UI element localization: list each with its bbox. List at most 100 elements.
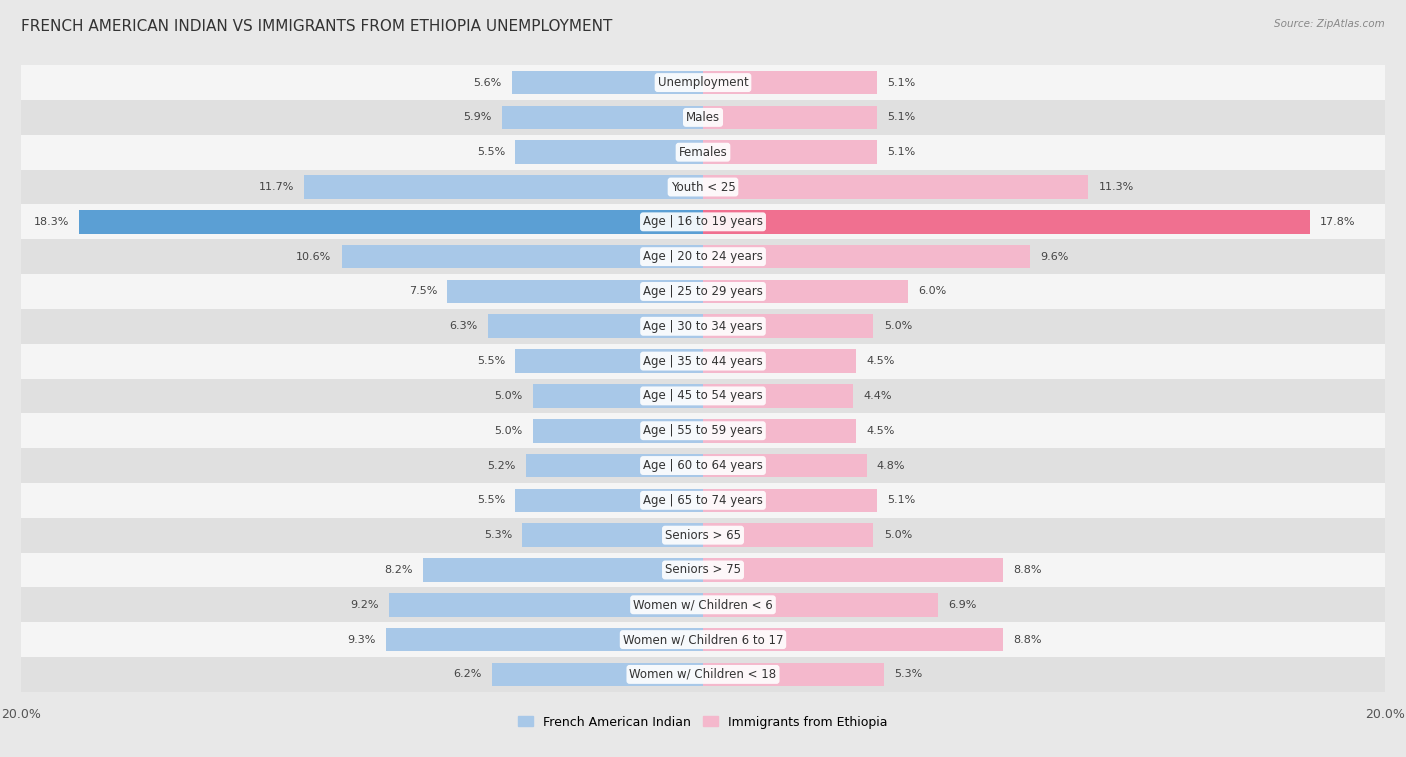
Bar — [304, 175, 703, 199]
Text: Age | 30 to 34 years: Age | 30 to 34 years — [643, 319, 763, 333]
Text: 5.1%: 5.1% — [887, 112, 915, 123]
Bar — [21, 553, 1385, 587]
Bar — [21, 518, 1385, 553]
Text: 18.3%: 18.3% — [34, 217, 69, 227]
Text: 5.0%: 5.0% — [884, 530, 912, 540]
Text: Age | 16 to 19 years: Age | 16 to 19 years — [643, 215, 763, 229]
Text: Age | 20 to 24 years: Age | 20 to 24 years — [643, 250, 763, 263]
Text: 6.9%: 6.9% — [949, 600, 977, 610]
Text: 6.3%: 6.3% — [450, 321, 478, 332]
Bar — [488, 314, 703, 338]
Bar — [21, 135, 1385, 170]
Bar — [79, 210, 703, 234]
Text: 5.3%: 5.3% — [894, 669, 922, 680]
Legend: French American Indian, Immigrants from Ethiopia: French American Indian, Immigrants from … — [513, 711, 893, 734]
Text: Age | 45 to 54 years: Age | 45 to 54 years — [643, 389, 763, 403]
Text: 6.0%: 6.0% — [918, 286, 946, 297]
Bar — [703, 140, 877, 164]
Bar — [21, 344, 1385, 378]
Bar — [21, 100, 1385, 135]
Bar — [703, 279, 908, 304]
Text: 17.8%: 17.8% — [1320, 217, 1355, 227]
Bar — [703, 210, 1310, 234]
Bar — [703, 419, 856, 443]
Text: 5.0%: 5.0% — [884, 321, 912, 332]
Text: 10.6%: 10.6% — [297, 251, 332, 262]
Text: 4.4%: 4.4% — [863, 391, 891, 401]
Bar — [703, 558, 1002, 582]
Text: 5.1%: 5.1% — [887, 147, 915, 157]
Text: 9.2%: 9.2% — [350, 600, 380, 610]
Bar — [21, 274, 1385, 309]
Text: Age | 65 to 74 years: Age | 65 to 74 years — [643, 494, 763, 507]
Text: Age | 35 to 44 years: Age | 35 to 44 years — [643, 354, 763, 368]
Text: Seniors > 75: Seniors > 75 — [665, 563, 741, 577]
Text: 5.5%: 5.5% — [477, 147, 505, 157]
Bar — [703, 523, 873, 547]
Bar — [21, 378, 1385, 413]
Text: 8.8%: 8.8% — [1014, 634, 1042, 645]
Bar — [533, 384, 703, 408]
Text: 9.6%: 9.6% — [1040, 251, 1069, 262]
Text: 11.3%: 11.3% — [1098, 182, 1133, 192]
Text: 5.5%: 5.5% — [477, 495, 505, 506]
Bar — [423, 558, 703, 582]
Text: 4.5%: 4.5% — [866, 425, 896, 436]
Bar — [703, 70, 877, 95]
Bar — [703, 384, 853, 408]
Text: 5.5%: 5.5% — [477, 356, 505, 366]
Text: 6.2%: 6.2% — [453, 669, 481, 680]
Bar — [533, 419, 703, 443]
Text: Seniors > 65: Seniors > 65 — [665, 528, 741, 542]
Text: 5.6%: 5.6% — [474, 77, 502, 88]
Text: 7.5%: 7.5% — [409, 286, 437, 297]
Bar — [703, 662, 884, 687]
Text: 5.1%: 5.1% — [887, 77, 915, 88]
Bar — [526, 453, 703, 478]
Text: 9.3%: 9.3% — [347, 634, 375, 645]
Text: 5.0%: 5.0% — [494, 391, 522, 401]
Bar — [21, 483, 1385, 518]
Text: 11.7%: 11.7% — [259, 182, 294, 192]
Text: 5.2%: 5.2% — [486, 460, 516, 471]
Text: 5.0%: 5.0% — [494, 425, 522, 436]
Bar — [342, 245, 703, 269]
Bar — [21, 239, 1385, 274]
Bar — [21, 448, 1385, 483]
Bar — [21, 204, 1385, 239]
Bar — [385, 628, 703, 652]
Bar — [703, 245, 1031, 269]
Bar — [703, 593, 938, 617]
Bar — [447, 279, 703, 304]
Bar — [21, 309, 1385, 344]
Text: Males: Males — [686, 111, 720, 124]
Bar — [21, 657, 1385, 692]
Text: Unemployment: Unemployment — [658, 76, 748, 89]
Bar — [502, 105, 703, 129]
Text: 4.5%: 4.5% — [866, 356, 896, 366]
Text: 8.2%: 8.2% — [385, 565, 413, 575]
Bar — [516, 488, 703, 512]
Bar — [703, 488, 877, 512]
Text: Women w/ Children < 18: Women w/ Children < 18 — [630, 668, 776, 681]
Bar — [703, 349, 856, 373]
Bar — [703, 628, 1002, 652]
Bar — [516, 140, 703, 164]
Text: Women w/ Children 6 to 17: Women w/ Children 6 to 17 — [623, 633, 783, 646]
Bar — [703, 314, 873, 338]
Bar — [522, 523, 703, 547]
Bar — [21, 170, 1385, 204]
Bar — [21, 413, 1385, 448]
Bar — [512, 70, 703, 95]
Text: 5.3%: 5.3% — [484, 530, 512, 540]
Text: Women w/ Children < 6: Women w/ Children < 6 — [633, 598, 773, 612]
Text: 8.8%: 8.8% — [1014, 565, 1042, 575]
Text: 5.1%: 5.1% — [887, 495, 915, 506]
Bar — [703, 105, 877, 129]
Text: Females: Females — [679, 145, 727, 159]
Text: 4.8%: 4.8% — [877, 460, 905, 471]
Bar — [21, 622, 1385, 657]
Bar — [492, 662, 703, 687]
Text: Age | 60 to 64 years: Age | 60 to 64 years — [643, 459, 763, 472]
Bar — [389, 593, 703, 617]
